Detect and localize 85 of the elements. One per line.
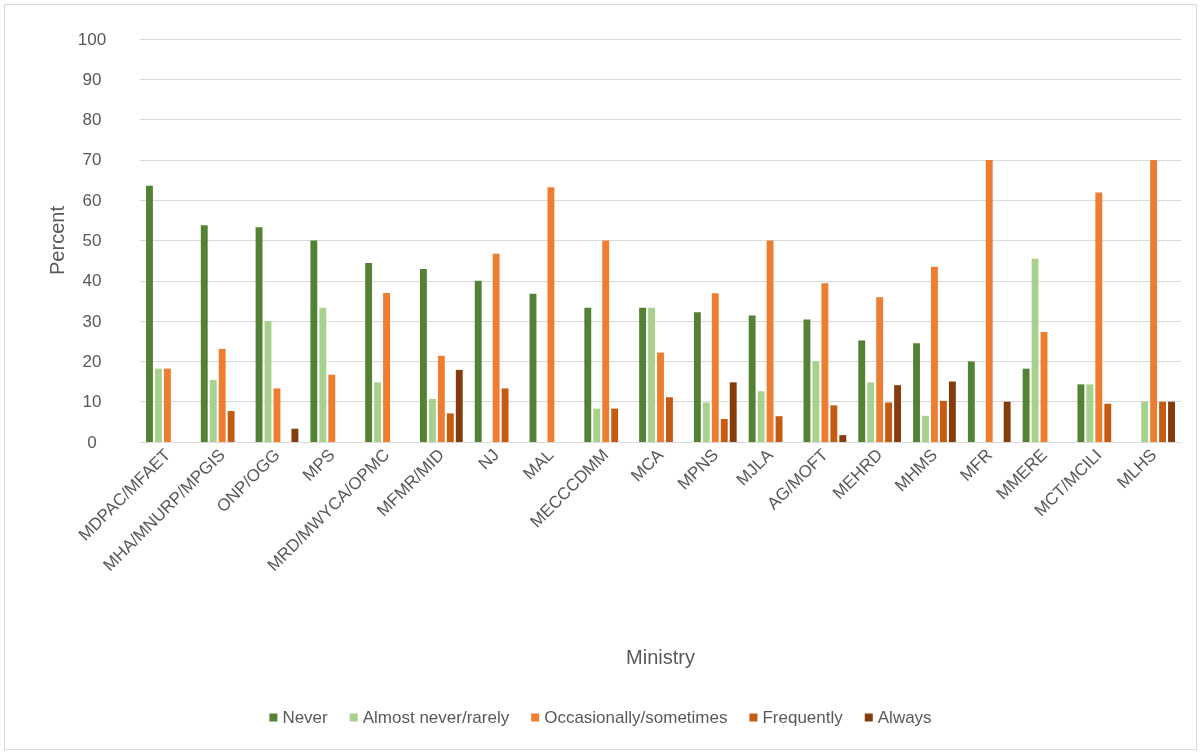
bar <box>939 400 947 442</box>
bar <box>985 159 993 442</box>
bar <box>693 312 701 442</box>
bar <box>720 419 728 442</box>
bar <box>876 297 884 442</box>
y-tick-label: 20 <box>82 351 102 371</box>
y-tick-label: 90 <box>82 69 102 89</box>
y-axis-title: Percent <box>45 205 68 275</box>
bar <box>1159 401 1167 442</box>
bar <box>1095 192 1103 442</box>
bar <box>428 398 436 442</box>
bar <box>812 361 820 442</box>
bar <box>766 240 774 442</box>
bar <box>931 266 938 442</box>
bar <box>922 415 929 442</box>
bar <box>602 240 610 442</box>
bar <box>885 402 893 442</box>
legend-label: Never <box>282 708 329 727</box>
bar <box>839 435 847 442</box>
y-tick-label: 10 <box>82 392 102 412</box>
y-tick-label: 40 <box>82 271 102 291</box>
bar <box>757 391 765 442</box>
bar <box>365 263 373 442</box>
y-tick-label: 70 <box>82 150 102 170</box>
x-axis-title: Ministry <box>626 646 695 668</box>
bar <box>666 397 673 442</box>
legend-label: Frequently <box>762 708 844 727</box>
bar <box>328 374 336 442</box>
bar <box>867 382 875 442</box>
bar <box>227 410 235 442</box>
bar <box>209 379 217 442</box>
bar <box>154 368 162 442</box>
bar <box>1168 401 1175 442</box>
bar <box>310 240 318 442</box>
bar <box>894 385 902 442</box>
y-tick-label: 80 <box>82 110 102 130</box>
bar <box>913 343 920 442</box>
bar <box>200 225 208 442</box>
bar <box>163 368 171 442</box>
y-tick-label: 0 <box>87 432 97 452</box>
bar <box>1031 258 1039 442</box>
bar <box>858 340 866 442</box>
bar <box>146 185 153 442</box>
bar <box>319 307 327 442</box>
bar <box>648 307 655 442</box>
y-tick-label: 60 <box>82 190 102 210</box>
y-tick-label: 30 <box>82 311 102 331</box>
bar <box>1141 401 1149 442</box>
bar <box>374 382 382 442</box>
bar <box>446 413 454 442</box>
bar <box>437 355 445 442</box>
y-tick-label: 50 <box>82 231 102 250</box>
bar <box>474 280 482 442</box>
bar <box>501 388 509 442</box>
bar <box>821 283 829 442</box>
bar <box>1104 403 1112 442</box>
x-tick-label: NJ <box>474 445 503 474</box>
bar <box>967 361 975 442</box>
bar <box>383 292 390 442</box>
bar <box>657 352 664 442</box>
bar <box>419 269 427 442</box>
bar <box>729 382 737 442</box>
bar <box>748 315 756 442</box>
bar <box>584 307 592 442</box>
bar <box>593 408 601 442</box>
bar <box>1077 384 1085 442</box>
legend-label: Always <box>877 708 932 727</box>
bar <box>291 428 299 442</box>
bar <box>611 408 619 442</box>
legend-label: Occasionally/sometimes <box>544 708 728 727</box>
bar <box>1022 368 1030 442</box>
bar <box>1150 159 1158 442</box>
bar <box>702 402 710 442</box>
bar <box>492 253 500 442</box>
bar <box>639 307 647 442</box>
bar <box>547 187 555 442</box>
bar <box>1003 401 1011 442</box>
bar <box>455 369 463 442</box>
bar <box>711 293 719 442</box>
bar <box>218 348 226 442</box>
bar <box>1086 384 1094 442</box>
legend-label: Almost never/rarely <box>362 708 510 727</box>
y-tick-label: 100 <box>77 29 107 49</box>
bar <box>948 381 956 442</box>
bar <box>830 405 838 442</box>
